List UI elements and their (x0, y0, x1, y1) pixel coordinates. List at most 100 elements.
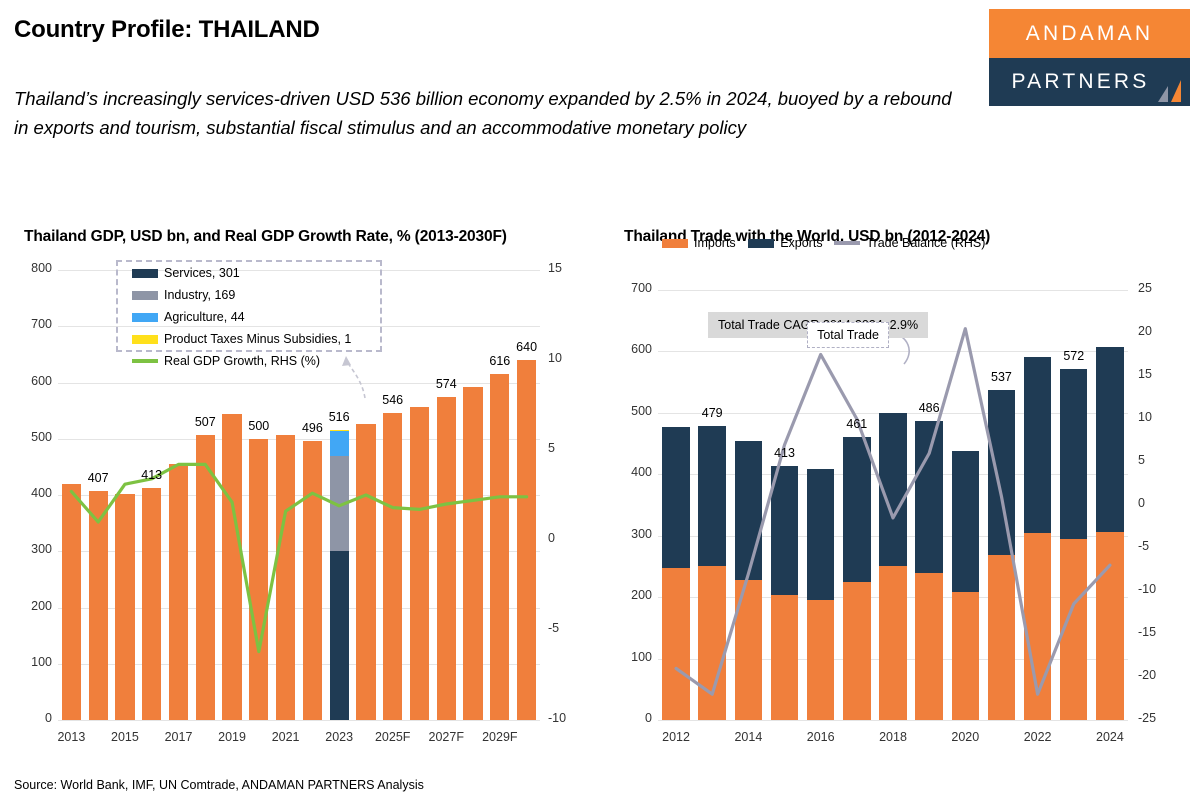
gdp-data-label: 413 (141, 467, 163, 482)
x-axis-tick: 2029F (482, 730, 518, 744)
gridline (658, 720, 1128, 721)
gdp-legend-item: Services, 301 (132, 266, 240, 280)
trade-imports-bar (843, 582, 871, 720)
gridline (58, 270, 540, 271)
trade-imports-bar (951, 591, 980, 720)
trade-exports-bar (843, 436, 871, 583)
x-axis-tick: 2015 (111, 730, 139, 744)
gdp-bar (88, 491, 108, 720)
x-axis-tick: 2021 (271, 730, 300, 744)
gridline (58, 438, 540, 440)
logo-bottom-band (989, 58, 1190, 106)
gridline (58, 326, 540, 328)
legend-item-label: Agriculture, 44 (164, 310, 245, 324)
y-axis-tick-left: 600 (631, 342, 652, 357)
trade-exports-bar (1060, 368, 1088, 540)
legend-color-swatch (132, 334, 158, 344)
trade-imports-bar (987, 555, 1016, 720)
y-axis-tick-right: 5 (548, 441, 555, 455)
gdp-data-label: 616 (489, 353, 511, 368)
y-axis-tick-left: 500 (31, 429, 52, 444)
x-axis-tick: 2014 (734, 730, 763, 744)
y-axis-tick-left: 400 (31, 486, 52, 500)
x-axis-tick: 2019 (218, 730, 246, 744)
x-axis-tick: 2027F (428, 730, 464, 744)
trade-imports-bar (1096, 532, 1124, 720)
gdp-data-label: 516 (328, 410, 350, 425)
legend-item-label: Services, 301 (164, 266, 240, 280)
y-axis-tick-right: 25 (1138, 281, 1152, 295)
logo-word-andaman: ANDAMAN (1025, 21, 1154, 45)
x-axis-tick: 2025F (374, 730, 411, 744)
page-subtitle: Thailand’s increasingly services-driven … (14, 88, 952, 138)
y-axis-tick-right: 15 (548, 261, 562, 275)
y-axis-tick-right: 15 (1138, 367, 1152, 381)
y-axis-tick-left: 100 (31, 654, 52, 669)
andaman-partners-logo: ANDAMAN PARTNERS (989, 9, 1190, 106)
trade-exports-bar (1023, 356, 1052, 534)
gdp-data-label: 496 (301, 421, 323, 435)
gdp-data-label: 546 (382, 392, 404, 407)
trade-imports-bar (915, 572, 943, 720)
sail-mark-icon (1158, 80, 1181, 102)
trade-exports-bar (951, 450, 980, 592)
trade-imports-bar (879, 565, 907, 720)
gdp-bar (115, 494, 135, 720)
gdp-bar (249, 438, 269, 720)
trade-data-label: 486 (918, 401, 940, 416)
trade-data-label: 537 (991, 370, 1012, 385)
source-note: Source: World Bank, IMF, UN Comtrade, AN… (14, 778, 424, 792)
gdp-bar (490, 373, 510, 720)
x-axis-tick: 2013 (57, 730, 86, 744)
total-trade-callout: Total Trade (807, 322, 889, 348)
x-axis-tick: 2016 (806, 730, 835, 744)
gdp-stack-segment (329, 430, 349, 431)
x-axis-tick: 2023 (325, 730, 354, 744)
trade-exports-bar (1096, 346, 1124, 532)
y-axis-tick-left: 100 (631, 649, 652, 664)
x-axis-tick: 2020 (951, 730, 980, 744)
gdp-data-label: 640 (516, 340, 538, 354)
trade-legend-item: Exports (748, 236, 823, 250)
gdp-chart-panel: Thailand GDP, USD bn, and Real GDP Growt… (10, 228, 605, 768)
legend-item-label: Industry, 169 (164, 288, 236, 302)
y-axis-tick-right: -20 (1138, 668, 1157, 682)
x-axis-tick: 2012 (662, 730, 690, 744)
gdp-data-label: 500 (248, 418, 270, 433)
gdp-bar (516, 360, 537, 720)
gdp-legend-item: Real GDP Growth, RHS (%) (132, 354, 320, 368)
legend-color-swatch (662, 238, 688, 248)
gdp-data-label: 574 (435, 377, 457, 392)
legend-item-label: Product Taxes Minus Subsidies, 1 (164, 332, 352, 346)
gdp-bar (383, 412, 403, 720)
legend-color-swatch (132, 268, 158, 278)
gridline (58, 663, 540, 665)
legend-item-label: Imports (694, 236, 736, 250)
gdp-legend-dashed-box (116, 260, 382, 352)
x-axis-tick: 2018 (879, 730, 907, 744)
x-axis-tick: 2022 (1023, 730, 1052, 744)
gdp-legend-item: Agriculture, 44 (132, 310, 245, 324)
y-axis-tick-left: 500 (631, 403, 652, 418)
y-axis-tick-right: 10 (1138, 410, 1152, 424)
gdp-legend-item: Product Taxes Minus Subsidies, 1 (132, 332, 351, 346)
y-axis-tick-left: 400 (631, 465, 652, 480)
gdp-bar (463, 387, 483, 720)
gdp-stack-segment (329, 455, 349, 551)
y-axis-tick-left: 700 (631, 281, 652, 295)
gdp-plot-area: 0 100 200 300 400 500 600 700 800 -10 -5 0 5 10 15 407 4… (10, 260, 605, 760)
legend-color-swatch (748, 238, 775, 248)
y-axis-tick-left: 600 (31, 373, 52, 388)
trade-exports-bar (770, 466, 799, 596)
gdp-bar (195, 434, 215, 720)
trade-exports-bar (915, 421, 943, 573)
trade-plot-area: 0 100 200 300 400 500 600 700 -25 -20 -15 -10 -5 0 5 10… (610, 236, 1198, 760)
y-axis-tick-right: 5 (1138, 453, 1145, 467)
gdp-bar (142, 487, 162, 720)
gridline (58, 551, 540, 553)
trade-imports-bar (770, 595, 799, 720)
y-axis-tick-right: -5 (548, 621, 560, 635)
trade-legend-item: Trade Balance (RHS) (834, 236, 985, 250)
y-axis-tick-right: 0 (1138, 496, 1145, 510)
y-axis-tick-left: 800 (31, 261, 52, 275)
